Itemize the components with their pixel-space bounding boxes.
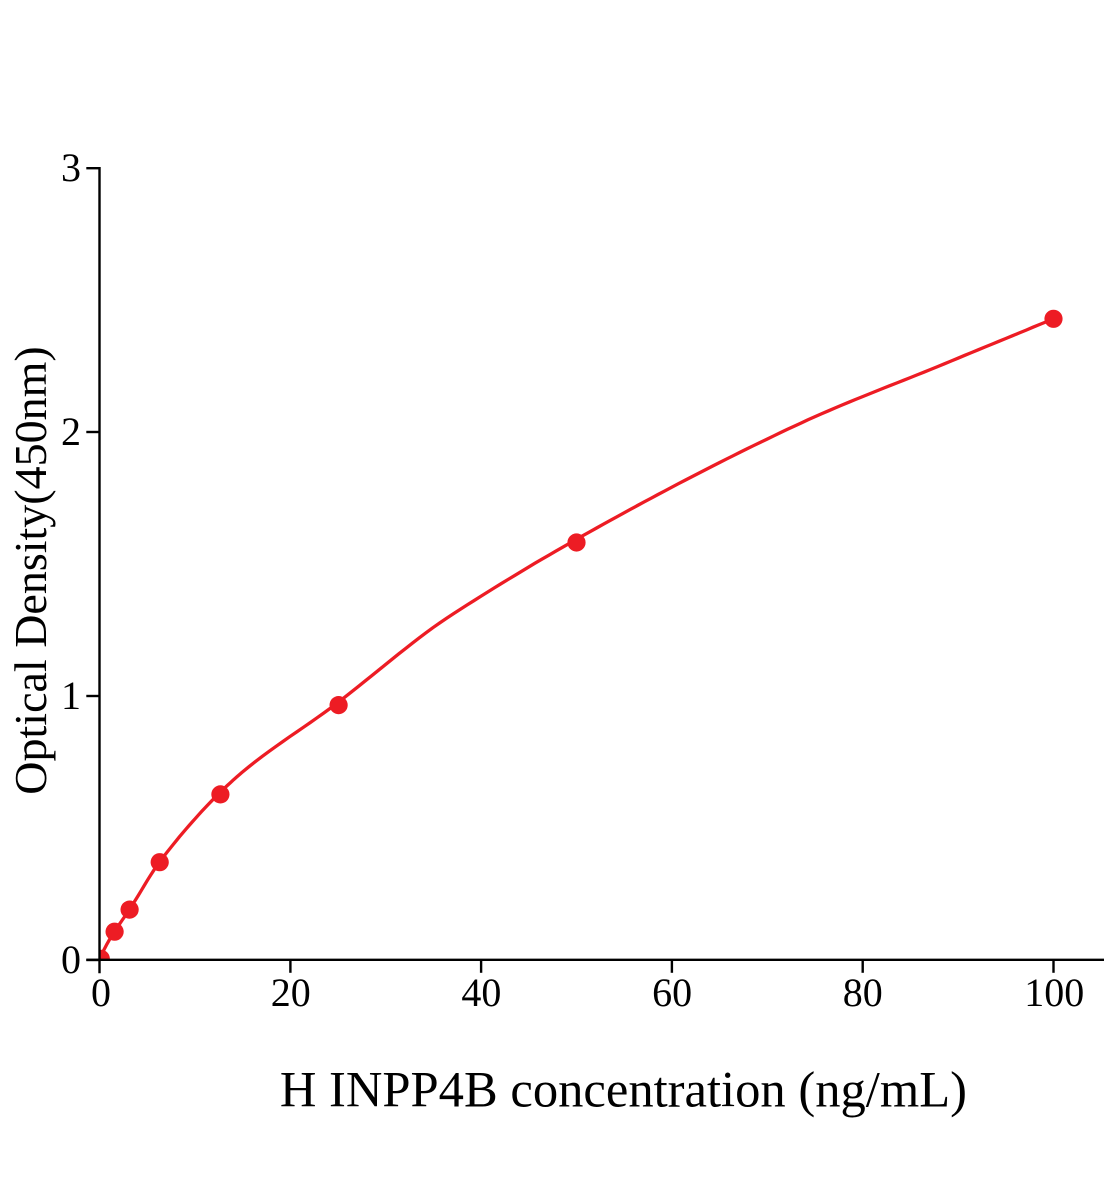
svg-text:1: 1 bbox=[61, 673, 81, 718]
svg-text:H INPP4B concentration (ng/mL): H INPP4B concentration (ng/mL) bbox=[280, 1061, 967, 1117]
svg-text:3: 3 bbox=[61, 145, 81, 190]
svg-text:80: 80 bbox=[843, 970, 883, 1015]
svg-text:100: 100 bbox=[1024, 970, 1084, 1015]
svg-text:2: 2 bbox=[61, 409, 81, 454]
svg-text:0: 0 bbox=[61, 937, 81, 982]
svg-text:0: 0 bbox=[91, 970, 111, 1015]
svg-text:20: 20 bbox=[271, 970, 311, 1015]
svg-text:Optical Density(450nm): Optical Density(450nm) bbox=[5, 346, 56, 794]
svg-text:60: 60 bbox=[652, 970, 692, 1015]
svg-text:40: 40 bbox=[461, 970, 501, 1015]
